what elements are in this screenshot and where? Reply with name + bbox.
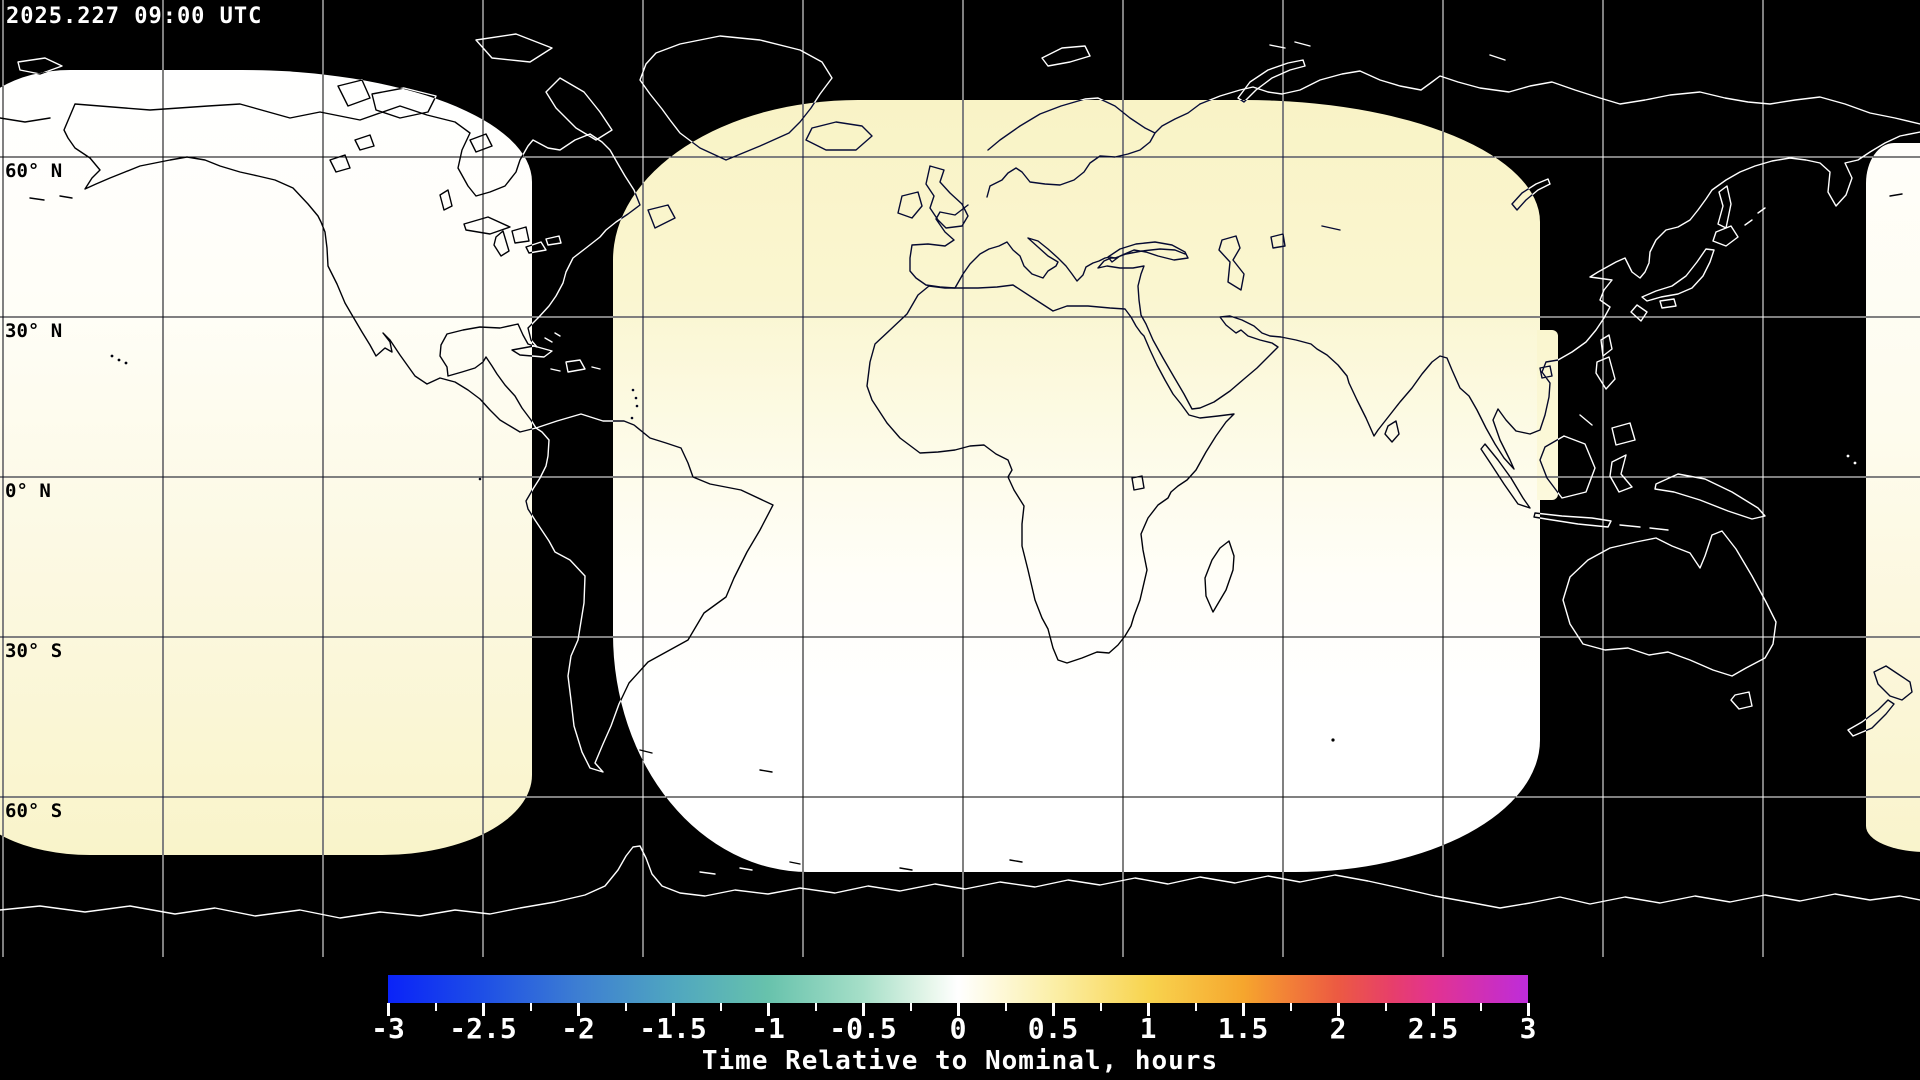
coastline-africa xyxy=(866,284,1235,664)
colorbar-tick-major xyxy=(766,1003,770,1016)
colorbar-tick-label: -0.5 xyxy=(829,1012,897,1045)
coastline-south-america xyxy=(525,413,774,773)
colorbar-tick-label: -1 xyxy=(751,1012,785,1045)
colorbar-tick-label: 2 xyxy=(1329,1012,1347,1045)
coverage-swath-center xyxy=(613,100,1540,872)
colorbar-tick-label: -1.5 xyxy=(639,1012,707,1045)
coastline-europe xyxy=(805,41,1506,291)
colorbar-tick-label: -2.5 xyxy=(449,1012,517,1045)
colorbar-tick-minor xyxy=(1289,1003,1292,1011)
colorbar-tick-minor xyxy=(814,1003,817,1011)
colorbar-tick-minor xyxy=(1479,1003,1482,1011)
graticule-coastline-svg xyxy=(0,0,1920,957)
latitude-label-30n: 30° N xyxy=(5,320,63,342)
colorbar-tick-minor xyxy=(1194,1003,1197,1011)
colorbar-tick-major xyxy=(956,1003,960,1016)
colorbar-tick-minor xyxy=(624,1003,627,1011)
latitude-label-60s: 60° S xyxy=(5,800,63,822)
graticule-lines xyxy=(0,0,1920,957)
colorbar-tick-label: 1 xyxy=(1139,1012,1157,1045)
colorbar-tick-major xyxy=(1431,1003,1435,1016)
coastline-asia xyxy=(1097,70,1920,470)
colorbar-tick-major xyxy=(386,1003,390,1016)
latitude-label-60n: 60° N xyxy=(5,160,63,182)
colorbar-tick-major xyxy=(1146,1003,1150,1016)
colorbar-tick-minor xyxy=(719,1003,722,1011)
coastline-north-america xyxy=(0,33,833,433)
colorbar-tick-minor xyxy=(434,1003,437,1011)
timestamp-label: 2025.227 09:00 UTC xyxy=(6,4,263,29)
coverage-swath-left xyxy=(0,70,532,855)
colorbar-tick-major xyxy=(481,1003,485,1016)
colorbar-tick-major xyxy=(1526,1003,1530,1016)
colorbar-tick-major xyxy=(576,1003,580,1016)
coverage-swath-right xyxy=(1866,143,1920,852)
colorbar-tick-label: -3 xyxy=(371,1012,405,1045)
latitude-label-30s: 30° S xyxy=(5,640,63,662)
coastline-caribbean xyxy=(511,332,601,373)
colorbar-tick-label: 3 xyxy=(1519,1012,1537,1045)
colorbar-tick-minor xyxy=(909,1003,912,1011)
colorbar-tick-major xyxy=(861,1003,865,1016)
colorbar-tick-major xyxy=(1241,1003,1245,1016)
colorbar-tick-major xyxy=(671,1003,675,1016)
colorbar-tick-label: 1.5 xyxy=(1217,1012,1269,1045)
coastline-paths xyxy=(0,33,1920,919)
latitude-label-0n: 0° N xyxy=(5,480,51,502)
coastline-antarctica xyxy=(0,845,1920,919)
colorbar-tick-label: 2.5 xyxy=(1407,1012,1459,1045)
colorbar-tick-minor xyxy=(529,1003,532,1011)
colorbar-tick-minor xyxy=(1099,1003,1102,1011)
colorbar-gradient xyxy=(388,975,1528,1003)
colorbar-caption: Time Relative to Nominal, hours xyxy=(701,1046,1219,1076)
colorbar-tick-minor xyxy=(1004,1003,1007,1011)
map-canvas: 2025.227 09:00 UTC 60° N 30° N 0° N 30° … xyxy=(0,0,1920,957)
coastline-oceania xyxy=(1480,193,1913,737)
colorbar-tick-minor xyxy=(1384,1003,1387,1011)
colorbar-tick-label: 0.5 xyxy=(1027,1012,1079,1045)
colorbar-tick-major xyxy=(1336,1003,1340,1016)
colorbar-tick-label: -2 xyxy=(561,1012,595,1045)
colorbar-tick-label: 0 xyxy=(949,1012,967,1045)
colorbar-tick-major xyxy=(1051,1003,1055,1016)
